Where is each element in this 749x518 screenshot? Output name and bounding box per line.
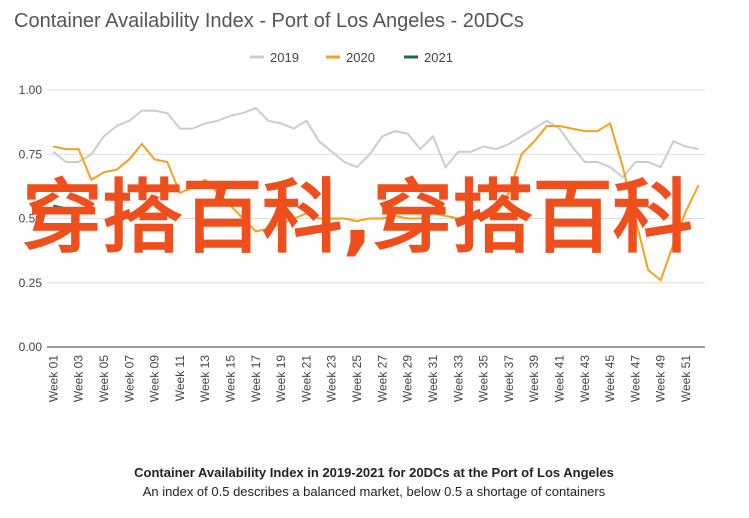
x-tick-label: Week 05 — [97, 355, 111, 402]
x-tick-label: Week 37 — [502, 355, 516, 402]
x-tick-label: Week 23 — [325, 355, 339, 402]
x-tick-label: Week 25 — [350, 355, 364, 402]
series-line — [53, 121, 700, 282]
chart-title: Container Availability Index - Port of L… — [14, 10, 524, 32]
x-tick-label: Week 07 — [122, 355, 136, 402]
x-tick-label: Week 35 — [477, 355, 491, 402]
x-tick-label: Week 45 — [603, 355, 617, 402]
y-tick-label: 0.50 — [19, 212, 43, 226]
x-tick-label: Week 03 — [72, 355, 86, 402]
x-tick-label: Week 15 — [223, 355, 237, 402]
x-tick-label: Week 13 — [198, 355, 212, 402]
series-line — [53, 204, 79, 212]
legend-label: 2020 — [346, 50, 375, 65]
legend-label: 2021 — [424, 50, 453, 65]
y-tick-label: 0.75 — [19, 147, 43, 161]
x-tick-label: Week 41 — [552, 355, 566, 402]
y-tick-label: 0.00 — [19, 340, 43, 354]
x-tick-label: Week 27 — [375, 355, 389, 402]
x-tick-label: Week 17 — [249, 355, 263, 402]
x-tick-label: Week 31 — [426, 355, 440, 402]
caption-subtitle: An index of 0.5 describes a balanced mar… — [143, 484, 606, 499]
x-tick-label: Week 47 — [628, 355, 642, 402]
x-tick-label: Week 33 — [451, 355, 465, 402]
x-tick-label: Week 21 — [299, 355, 313, 402]
caption-title: Container Availability Index in 2019-202… — [134, 465, 614, 480]
x-tick-label: Week 39 — [527, 355, 541, 402]
series-line — [52, 106, 699, 179]
x-tick-label: Week 51 — [679, 355, 693, 402]
x-tick-label: Week 01 — [46, 355, 60, 402]
x-tick-label: Week 29 — [401, 355, 415, 402]
x-tick-label: Week 43 — [578, 355, 592, 402]
y-tick-label: 0.25 — [19, 276, 43, 290]
legend-label: 2019 — [270, 50, 299, 65]
x-tick-label: Week 49 — [654, 355, 668, 402]
x-tick-label: Week 11 — [173, 355, 187, 402]
y-tick-label: 1.00 — [19, 83, 43, 97]
x-tick-label: Week 19 — [274, 355, 288, 402]
x-tick-label: Week 09 — [148, 355, 162, 402]
